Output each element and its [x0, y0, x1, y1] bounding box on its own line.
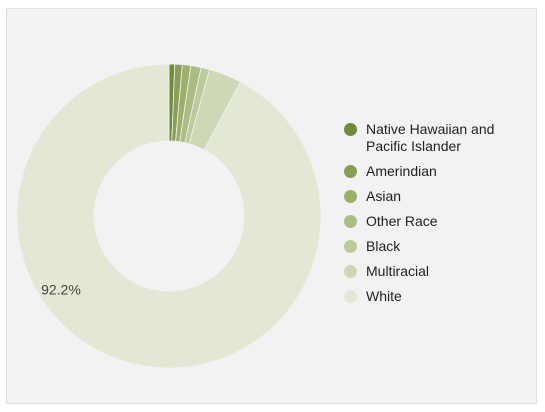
legend-item-asian[interactable]: Asian — [344, 188, 534, 205]
legend-swatch-icon — [344, 190, 357, 203]
legend-item-white[interactable]: White — [344, 288, 534, 305]
legend-label: Native Hawaiian and Pacific Islander — [366, 121, 495, 154]
legend-swatch-icon — [344, 165, 357, 178]
legend-label: Multiracial — [366, 263, 430, 279]
legend-item-black[interactable]: Black — [344, 238, 534, 255]
legend-label: White — [366, 288, 402, 304]
legend-item-other-race[interactable]: Other Race — [344, 213, 534, 230]
legend-label: Amerindian — [366, 163, 437, 179]
legend-swatch-icon — [344, 240, 357, 253]
legend-item-multiracial[interactable]: Multiracial — [344, 263, 534, 280]
legend-swatch-icon — [344, 123, 357, 136]
legend-swatch-icon — [344, 265, 357, 278]
data-label-white: 92.2% — [41, 281, 81, 297]
legend-swatch-icon — [344, 290, 357, 303]
legend-label: Black — [366, 238, 401, 254]
legend-item-native-hawaiian-and-pacific-islander[interactable]: Native Hawaiian and Pacific Islander — [344, 121, 534, 155]
donut-chart: 92.2% — [16, 63, 322, 369]
legend-swatch-icon — [344, 215, 357, 228]
chart-card: 92.2% Native Hawaiian and Pacific Island… — [6, 8, 537, 404]
legend-item-amerindian[interactable]: Amerindian — [344, 163, 534, 180]
legend: Native Hawaiian and Pacific Islander Amer… — [344, 121, 534, 313]
legend-label: Other Race — [366, 213, 438, 229]
slice-white[interactable] — [16, 63, 322, 369]
legend-label: Asian — [366, 188, 402, 204]
